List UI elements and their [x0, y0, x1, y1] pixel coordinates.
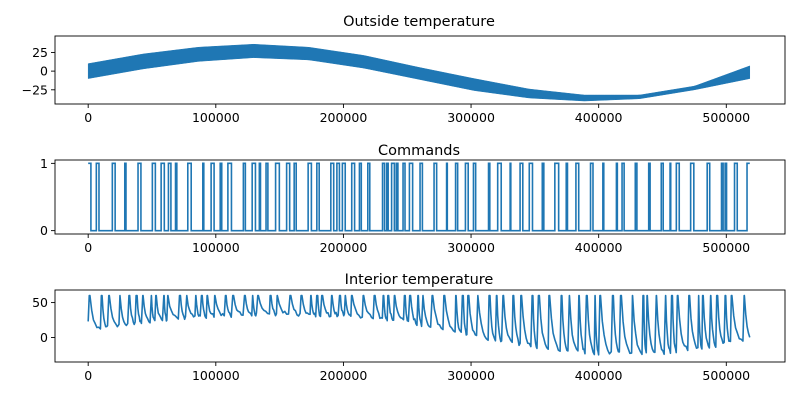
chart-title: Interior temperature: [345, 272, 494, 288]
plot-area: [54, 35, 786, 105]
y-tick-label: 0: [40, 330, 48, 345]
axes-frame: [54, 35, 786, 105]
x-tick-label: 0: [84, 110, 92, 125]
commands-line: [88, 162, 750, 232]
chart-title: Commands: [378, 143, 460, 159]
axes-frame: [54, 289, 786, 363]
x-tick-label: 100000: [192, 368, 240, 383]
x-tick-label: 500000: [702, 240, 750, 255]
x-tick-label: 500000: [702, 368, 750, 383]
x-tick-label: 200000: [320, 110, 368, 125]
x-tick-label: 400000: [575, 368, 623, 383]
x-tick-label: 0: [84, 368, 92, 383]
x-tick-label: 200000: [320, 368, 368, 383]
x-axis: 0 100000 200000 300000 400000 500000: [84, 234, 750, 255]
x-tick-label: 0: [84, 240, 92, 255]
y-tick-label: 1: [40, 156, 48, 171]
x-tick-label: 500000: [702, 110, 750, 125]
y-tick-label: 0: [40, 223, 48, 238]
x-tick-label: 300000: [447, 110, 495, 125]
y-tick-label: 0: [40, 64, 48, 79]
temperature-band: [87, 43, 751, 102]
y-tick-label: 50: [32, 295, 48, 310]
y-axis: 25 0 −25: [22, 45, 55, 97]
x-tick-label: 300000: [447, 240, 495, 255]
x-tick-label: 200000: [320, 240, 368, 255]
chart-title: Outside temperature: [343, 14, 495, 30]
x-tick-label: 400000: [575, 110, 623, 125]
commands-panel: Commands 0 100000 200000 300000 400000 500000…: [40, 143, 786, 255]
axes-frame: [54, 159, 786, 235]
y-axis: 10: [40, 156, 55, 238]
x-tick-label: 300000: [447, 368, 495, 383]
x-axis: 0 100000 200000 300000 400000 500000: [84, 104, 750, 125]
x-tick-label: 100000: [192, 240, 240, 255]
x-axis: 0 100000 200000 300000 400000 500000: [84, 362, 750, 383]
x-tick-label: 400000: [575, 240, 623, 255]
y-tick-label: 25: [32, 45, 48, 60]
interior-temperature-line: [87, 294, 751, 356]
interior-temperature-panel: Interior temperature 0 100000 200000 300000…: [32, 272, 786, 383]
plot-area: [54, 159, 786, 235]
y-axis: 50 0: [32, 295, 55, 345]
x-tick-label: 100000: [192, 110, 240, 125]
y-tick-label: −25: [22, 82, 48, 97]
plot-area: [54, 289, 786, 363]
outside-temperature-panel: Outside temperature 0 100000 200000 300000 4…: [22, 14, 786, 125]
